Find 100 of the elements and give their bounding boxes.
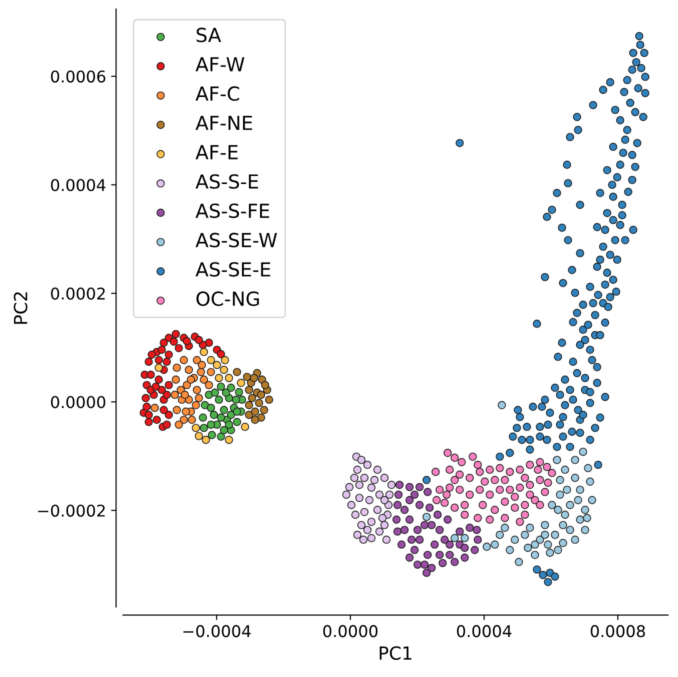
point: [216, 414, 226, 422]
point: [436, 550, 444, 559]
point: [456, 527, 464, 536]
point: [496, 486, 504, 494]
point: [158, 346, 166, 354]
point: [367, 518, 376, 526]
point: [224, 436, 234, 444]
point: [460, 500, 469, 510]
point: [194, 336, 203, 344]
point: [478, 500, 487, 510]
point: [424, 488, 432, 496]
point: [192, 424, 200, 432]
point: [456, 486, 464, 494]
point: [144, 418, 153, 426]
point: [407, 536, 416, 544]
point: [244, 386, 254, 394]
point: [226, 410, 236, 419]
x-tick-label: 0.0008: [590, 625, 645, 638]
point: [380, 474, 389, 482]
point: [355, 494, 364, 502]
point: [142, 402, 151, 411]
point: [466, 474, 474, 482]
point: [214, 396, 224, 404]
point: [486, 466, 494, 474]
point: [544, 540, 552, 549]
point: [152, 416, 161, 424]
point: [222, 388, 230, 397]
point: [184, 366, 193, 374]
y-tick-label: 0.0002: [51, 288, 105, 300]
point: [244, 401, 254, 410]
y-tick-label: 0.0004: [51, 178, 106, 192]
point: [474, 460, 482, 469]
point: [226, 384, 236, 392]
point: [562, 486, 572, 494]
point: [200, 424, 208, 432]
point: [490, 476, 499, 484]
point: [375, 527, 384, 536]
point: [144, 358, 153, 366]
point: [214, 374, 224, 382]
point: [460, 544, 469, 552]
point: [506, 486, 514, 494]
point: [345, 482, 354, 492]
point: [476, 468, 484, 476]
point: [520, 530, 529, 539]
point: [548, 468, 556, 478]
point: [506, 546, 514, 554]
point: [544, 478, 552, 487]
point: [198, 360, 206, 370]
point: [560, 466, 570, 474]
point: [393, 527, 402, 536]
point: [148, 350, 156, 359]
point: [260, 406, 268, 414]
point: [498, 401, 506, 410]
point: [365, 496, 374, 504]
point: [182, 337, 191, 346]
point: [584, 464, 592, 472]
point: [206, 420, 216, 429]
x-tick-label: 0.0000: [323, 625, 378, 638]
point: [224, 420, 234, 429]
point: [353, 466, 362, 474]
point: [405, 496, 414, 504]
point: [470, 546, 479, 554]
point: [413, 560, 422, 569]
point: [415, 536, 424, 544]
point: [373, 466, 382, 474]
point: [450, 558, 459, 566]
point: [373, 506, 382, 514]
point: [210, 388, 220, 397]
point: [486, 516, 494, 524]
point: [250, 416, 260, 424]
point: [194, 432, 203, 440]
point: [540, 488, 550, 496]
point: [524, 544, 532, 552]
point: [472, 526, 481, 534]
point: [363, 526, 372, 534]
point: [363, 460, 372, 469]
point: [154, 356, 163, 364]
point: [576, 486, 584, 494]
y-axis-title: PC2: [14, 292, 28, 324]
point: [510, 492, 519, 501]
point: [200, 376, 208, 384]
point: [393, 500, 402, 510]
point: [496, 464, 504, 472]
point: [256, 390, 266, 399]
point: [440, 536, 449, 544]
point: [490, 506, 499, 514]
point: [530, 540, 540, 549]
point: [164, 410, 173, 419]
point: [172, 406, 181, 414]
point: [351, 510, 360, 519]
point: [566, 526, 574, 534]
point: [468, 452, 477, 461]
point: [370, 476, 379, 484]
point: [482, 542, 491, 551]
point: [162, 358, 171, 366]
legend-label: AF-C: [196, 86, 240, 101]
point: [413, 526, 422, 534]
point: [420, 520, 429, 530]
point: [456, 470, 464, 479]
point: [415, 500, 424, 510]
